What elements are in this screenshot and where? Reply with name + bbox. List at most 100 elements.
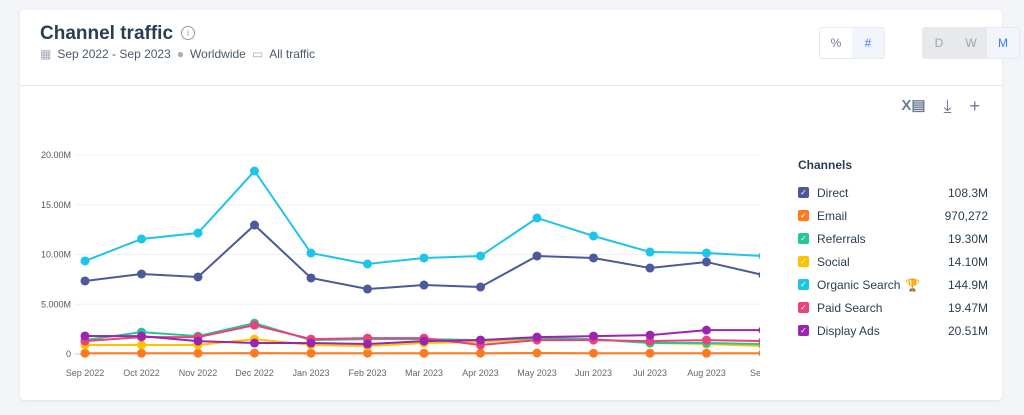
data-point[interactable] xyxy=(476,348,485,358)
x-tick-label: Dec 2022 xyxy=(235,368,274,378)
legend-value: 970,272 xyxy=(944,208,988,223)
data-point[interactable] xyxy=(250,166,259,176)
x-tick-label: Sep 2022 xyxy=(66,368,105,378)
data-point[interactable] xyxy=(702,257,711,267)
data-point[interactable] xyxy=(419,336,429,346)
checkbox-icon[interactable]: ✓ xyxy=(798,233,809,244)
data-point[interactable] xyxy=(758,251,761,260)
devices-icon: ▭ xyxy=(251,47,264,61)
data-point[interactable] xyxy=(137,234,146,244)
legend-item-organic-search[interactable]: ✓ Organic Search 🏆 144.9M xyxy=(798,273,988,296)
legend-item-display-ads[interactable]: ✓ Display Ads 20.51M xyxy=(798,319,988,342)
data-point[interactable] xyxy=(306,348,316,358)
week-button[interactable]: W xyxy=(965,36,977,50)
legend-item-paid-search[interactable]: ✓ Paid Search 19.47M xyxy=(798,296,988,319)
day-button[interactable]: D xyxy=(934,36,944,50)
data-point[interactable] xyxy=(306,248,316,258)
data-point[interactable] xyxy=(702,348,711,358)
data-point[interactable] xyxy=(532,332,542,342)
data-point[interactable] xyxy=(758,337,761,346)
checkbox-icon[interactable]: ✓ xyxy=(798,325,809,336)
data-point[interactable] xyxy=(363,284,372,294)
x-tick-label: Nov 2022 xyxy=(179,368,218,378)
data-point[interactable] xyxy=(645,330,655,340)
data-point[interactable] xyxy=(589,253,598,263)
info-icon[interactable]: i xyxy=(181,26,196,40)
data-point[interactable] xyxy=(532,251,542,261)
data-point[interactable] xyxy=(758,349,761,358)
data-point[interactable] xyxy=(532,213,542,223)
data-point[interactable] xyxy=(363,348,372,358)
data-point[interactable] xyxy=(758,326,761,335)
legend-value: 144.9M xyxy=(947,277,988,292)
data-point[interactable] xyxy=(193,228,203,238)
excel-icon[interactable]: X▤ xyxy=(901,97,926,114)
data-point[interactable] xyxy=(589,348,598,358)
data-point[interactable] xyxy=(80,348,90,358)
data-point[interactable] xyxy=(532,348,542,358)
x-tick-label: May 2023 xyxy=(517,368,557,378)
data-point[interactable] xyxy=(419,348,429,358)
data-point[interactable] xyxy=(137,348,146,358)
legend-item-email[interactable]: ✓ Email 970,272 xyxy=(798,204,988,227)
globe-icon: ● xyxy=(176,47,185,61)
data-point[interactable] xyxy=(645,247,655,257)
checkbox-icon[interactable]: ✓ xyxy=(798,279,809,290)
legend-item-referrals[interactable]: ✓ Referrals 19.30M xyxy=(798,227,988,250)
data-point[interactable] xyxy=(363,339,372,349)
legend-label: Referrals xyxy=(817,231,866,246)
data-point[interactable] xyxy=(476,335,485,345)
checkbox-icon[interactable]: ✓ xyxy=(798,302,809,313)
data-point[interactable] xyxy=(702,335,711,345)
data-point[interactable] xyxy=(645,263,655,273)
checkbox-icon[interactable]: ✓ xyxy=(798,256,809,267)
number-button[interactable]: # xyxy=(852,28,884,58)
legend-label: Paid Search xyxy=(817,300,883,315)
data-point[interactable] xyxy=(589,331,598,341)
data-point[interactable] xyxy=(193,348,203,358)
data-point[interactable] xyxy=(419,280,429,290)
plus-icon[interactable]: + xyxy=(969,96,980,116)
page-title: Channel traffic i xyxy=(40,23,196,45)
data-point[interactable] xyxy=(250,338,259,348)
month-button[interactable]: M xyxy=(987,28,1019,58)
x-tick-label: Jun 2023 xyxy=(575,368,612,378)
data-point[interactable] xyxy=(306,273,316,283)
data-point[interactable] xyxy=(250,320,259,330)
percent-button[interactable]: % xyxy=(830,36,842,50)
legend-label: Display Ads xyxy=(817,323,880,338)
data-point[interactable] xyxy=(645,348,655,358)
data-point[interactable] xyxy=(702,248,711,258)
data-point[interactable] xyxy=(363,259,372,269)
data-point[interactable] xyxy=(80,331,90,341)
y-tick-label: 0 xyxy=(66,349,71,359)
checkbox-icon[interactable]: ✓ xyxy=(798,187,809,198)
download-icon[interactable]: ⤓ xyxy=(943,96,952,116)
data-point[interactable] xyxy=(193,272,203,282)
traffic-type: All traffic xyxy=(269,47,315,61)
data-point[interactable] xyxy=(80,256,90,266)
data-point[interactable] xyxy=(758,270,761,279)
data-point[interactable] xyxy=(419,253,429,263)
legend-label: Organic Search xyxy=(817,277,901,292)
data-point[interactable] xyxy=(250,220,259,230)
data-point[interactable] xyxy=(137,331,146,341)
data-point[interactable] xyxy=(250,348,259,358)
x-tick-label: Oct 2022 xyxy=(123,368,160,378)
data-point[interactable] xyxy=(137,340,146,350)
x-tick-label: Mar 2023 xyxy=(405,368,443,378)
legend-item-social[interactable]: ✓ Social 14.10M xyxy=(798,250,988,273)
series-line-organic-search xyxy=(84,169,760,265)
data-point[interactable] xyxy=(306,338,316,348)
data-point[interactable] xyxy=(80,276,90,286)
legend-value: 108.3M xyxy=(947,185,988,200)
checkbox-icon[interactable]: ✓ xyxy=(798,210,809,221)
data-point[interactable] xyxy=(137,269,146,279)
data-point[interactable] xyxy=(589,231,598,241)
data-point[interactable] xyxy=(476,282,485,292)
data-point[interactable] xyxy=(702,325,711,335)
data-point[interactable] xyxy=(193,336,203,346)
filters-row: ▦ Sep 2022 - Sep 2023 ● Worldwide ▭ All tra… xyxy=(40,47,315,61)
data-point[interactable] xyxy=(476,251,485,261)
legend-item-direct[interactable]: ✓ Direct 108.3M xyxy=(798,181,988,204)
